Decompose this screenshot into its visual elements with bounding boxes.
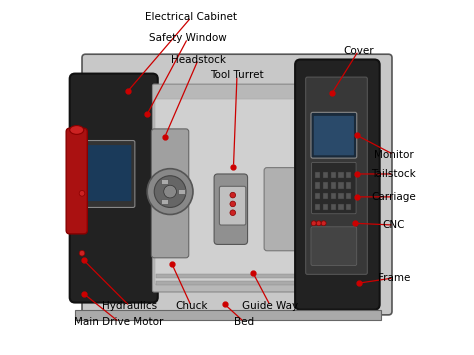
Bar [178, 189, 185, 194]
Text: Chuck: Chuck [175, 301, 208, 311]
Bar [338, 182, 344, 189]
Circle shape [154, 176, 186, 207]
Text: Frame: Frame [378, 273, 410, 283]
Circle shape [230, 210, 236, 215]
Text: CNC: CNC [383, 220, 405, 230]
FancyBboxPatch shape [312, 162, 356, 214]
Bar [140, 310, 158, 318]
Bar [246, 310, 264, 318]
Circle shape [230, 192, 236, 198]
Circle shape [79, 250, 85, 256]
Text: Hydraulics: Hydraulics [102, 301, 157, 311]
Bar [331, 193, 336, 200]
Text: Bed: Bed [234, 317, 254, 327]
FancyBboxPatch shape [85, 141, 135, 207]
Text: Carriage: Carriage [371, 192, 416, 202]
Bar [331, 182, 336, 189]
Bar [156, 282, 304, 285]
Bar [323, 172, 328, 178]
Bar [315, 203, 320, 210]
FancyBboxPatch shape [264, 168, 298, 251]
Text: Cover: Cover [343, 46, 374, 56]
Bar [338, 203, 344, 210]
Bar [323, 203, 328, 210]
FancyBboxPatch shape [88, 145, 131, 201]
Bar [323, 193, 328, 200]
Bar [346, 172, 352, 178]
Text: Guide Way: Guide Way [242, 301, 299, 311]
Bar [346, 203, 352, 210]
Text: Safety Window: Safety Window [149, 33, 227, 43]
Circle shape [311, 221, 316, 226]
FancyBboxPatch shape [151, 129, 189, 258]
Bar [341, 310, 358, 318]
Bar [315, 172, 320, 178]
FancyBboxPatch shape [311, 227, 357, 266]
Bar [331, 203, 336, 210]
Bar [94, 310, 112, 318]
Bar [338, 172, 344, 178]
FancyBboxPatch shape [214, 174, 247, 245]
Bar [193, 310, 210, 318]
FancyBboxPatch shape [295, 60, 380, 310]
Text: Tool Turret: Tool Turret [210, 70, 264, 80]
Circle shape [79, 191, 85, 196]
Bar [299, 310, 316, 318]
Text: Electrical Cabinet: Electrical Cabinet [145, 12, 237, 22]
Text: Tailstock: Tailstock [371, 169, 416, 179]
Bar [323, 182, 328, 189]
Bar [346, 182, 352, 189]
Bar [315, 182, 320, 189]
Text: Main Drive Motor: Main Drive Motor [74, 317, 164, 327]
Circle shape [321, 221, 326, 226]
Ellipse shape [70, 126, 84, 134]
FancyBboxPatch shape [153, 84, 311, 292]
FancyBboxPatch shape [219, 186, 246, 225]
Bar [161, 199, 168, 204]
Circle shape [230, 201, 236, 207]
Text: Monitor: Monitor [374, 149, 414, 160]
Bar [331, 172, 336, 178]
Circle shape [164, 185, 176, 198]
FancyBboxPatch shape [82, 54, 392, 315]
Text: Headstock: Headstock [171, 55, 226, 65]
FancyBboxPatch shape [66, 128, 87, 234]
FancyBboxPatch shape [70, 73, 158, 302]
FancyBboxPatch shape [155, 99, 305, 284]
FancyBboxPatch shape [311, 112, 357, 158]
Bar [315, 193, 320, 200]
Bar [161, 179, 168, 184]
Bar [346, 193, 352, 200]
Bar [338, 193, 344, 200]
Bar [156, 274, 304, 278]
FancyBboxPatch shape [314, 116, 354, 155]
Circle shape [147, 169, 193, 214]
FancyBboxPatch shape [306, 77, 367, 274]
Bar [75, 310, 382, 320]
Circle shape [316, 221, 321, 226]
